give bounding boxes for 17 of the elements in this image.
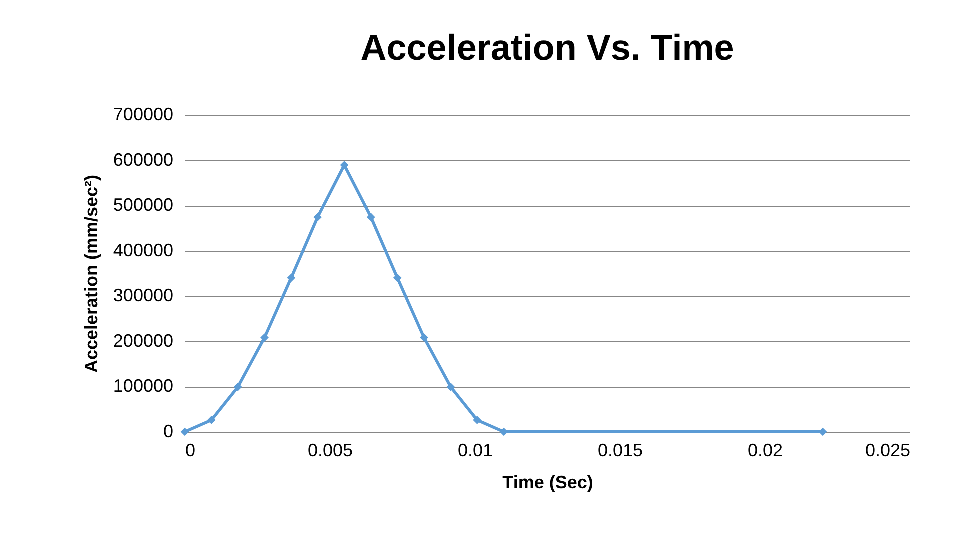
chart-title: Acceleration Vs. Time xyxy=(360,27,734,68)
y-tick-label: 0 xyxy=(163,422,174,442)
x-axis-title: Time (Sec) xyxy=(502,472,594,492)
y-tick-label: 400000 xyxy=(113,240,174,260)
y-tick-label: 500000 xyxy=(113,195,174,216)
x-tick-label: 0.01 xyxy=(458,440,494,460)
y-tick-label: 300000 xyxy=(113,286,174,306)
x-tick-label: 0.025 xyxy=(865,440,910,460)
y-tick-label: 200000 xyxy=(113,330,174,351)
x-tick-label: 0.005 xyxy=(308,440,354,460)
x-tick-label: 0.02 xyxy=(748,440,784,460)
y-axis-title: Acceleration (mm/sec²) xyxy=(81,174,102,374)
y-tick-label: 100000 xyxy=(113,376,174,396)
y-tick-label: 700000 xyxy=(113,104,174,124)
y-tick-label: 600000 xyxy=(113,150,174,170)
x-tick-label: 0 xyxy=(186,440,196,460)
x-tick-label: 0.015 xyxy=(598,440,644,460)
